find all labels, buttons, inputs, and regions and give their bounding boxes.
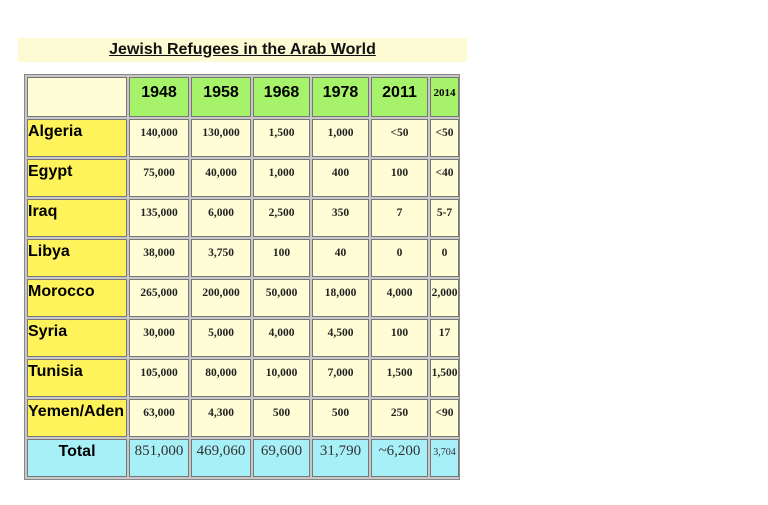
year-header: 1948 bbox=[129, 77, 189, 117]
total-cell: 469,060 bbox=[191, 439, 251, 477]
country-cell: Libya bbox=[27, 239, 127, 277]
value-cell: 2,000 bbox=[430, 279, 459, 317]
total-cell: 3,704 bbox=[430, 439, 459, 477]
value-cell: <50 bbox=[371, 119, 428, 157]
year-header: 2011 bbox=[371, 77, 428, 117]
value-cell: 350 bbox=[312, 199, 369, 237]
value-cell: 30,000 bbox=[129, 319, 189, 357]
value-cell: 40 bbox=[312, 239, 369, 277]
value-cell: 105,000 bbox=[129, 359, 189, 397]
year-header: 1978 bbox=[312, 77, 369, 117]
value-cell: 1,500 bbox=[253, 119, 310, 157]
value-cell: 4,300 bbox=[191, 399, 251, 437]
value-cell: 7,000 bbox=[312, 359, 369, 397]
value-cell: 1,500 bbox=[371, 359, 428, 397]
value-cell: 75,000 bbox=[129, 159, 189, 197]
value-cell: 18,000 bbox=[312, 279, 369, 317]
value-cell: 500 bbox=[253, 399, 310, 437]
value-cell: 6,000 bbox=[191, 199, 251, 237]
value-cell: 4,500 bbox=[312, 319, 369, 357]
country-cell: Syria bbox=[27, 319, 127, 357]
value-cell: 100 bbox=[371, 319, 428, 357]
total-label: Total bbox=[27, 439, 127, 477]
country-cell: Iraq bbox=[27, 199, 127, 237]
value-cell: 100 bbox=[253, 239, 310, 277]
country-cell: Algeria bbox=[27, 119, 127, 157]
value-cell: 1,000 bbox=[312, 119, 369, 157]
value-cell: <50 bbox=[430, 119, 459, 157]
value-cell: 1,500 bbox=[430, 359, 459, 397]
value-cell: 63,000 bbox=[129, 399, 189, 437]
total-cell: 69,600 bbox=[253, 439, 310, 477]
value-cell: 250 bbox=[371, 399, 428, 437]
corner-cell bbox=[27, 77, 127, 117]
title-band: Jewish Refugees in the Arab World bbox=[18, 38, 467, 62]
value-cell: <40 bbox=[430, 159, 459, 197]
value-cell: 38,000 bbox=[129, 239, 189, 277]
value-cell: 0 bbox=[371, 239, 428, 277]
value-cell: 4,000 bbox=[371, 279, 428, 317]
value-cell: 5-7 bbox=[430, 199, 459, 237]
value-cell: <90 bbox=[430, 399, 459, 437]
value-cell: 50,000 bbox=[253, 279, 310, 317]
value-cell: 80,000 bbox=[191, 359, 251, 397]
value-cell: 130,000 bbox=[191, 119, 251, 157]
year-header: 1958 bbox=[191, 77, 251, 117]
value-cell: 5,000 bbox=[191, 319, 251, 357]
total-cell: 851,000 bbox=[129, 439, 189, 477]
country-cell: Morocco bbox=[27, 279, 127, 317]
page-title: Jewish Refugees in the Arab World bbox=[109, 41, 376, 58]
country-cell: Yemen/Aden bbox=[27, 399, 127, 437]
value-cell: 265,000 bbox=[129, 279, 189, 317]
year-header: 1968 bbox=[253, 77, 310, 117]
total-cell: 31,790 bbox=[312, 439, 369, 477]
total-cell: ~6,200 bbox=[371, 439, 428, 477]
value-cell: 500 bbox=[312, 399, 369, 437]
year-header: 2014 bbox=[430, 77, 459, 117]
value-cell: 2,500 bbox=[253, 199, 310, 237]
value-cell: 1,000 bbox=[253, 159, 310, 197]
value-cell: 7 bbox=[371, 199, 428, 237]
value-cell: 17 bbox=[430, 319, 459, 357]
country-cell: Tunisia bbox=[27, 359, 127, 397]
value-cell: 140,000 bbox=[129, 119, 189, 157]
country-cell: Egypt bbox=[27, 159, 127, 197]
value-cell: 400 bbox=[312, 159, 369, 197]
value-cell: 10,000 bbox=[253, 359, 310, 397]
value-cell: 0 bbox=[430, 239, 459, 277]
value-cell: 135,000 bbox=[129, 199, 189, 237]
value-cell: 4,000 bbox=[253, 319, 310, 357]
value-cell: 40,000 bbox=[191, 159, 251, 197]
value-cell: 3,750 bbox=[191, 239, 251, 277]
value-cell: 200,000 bbox=[191, 279, 251, 317]
value-cell: 100 bbox=[371, 159, 428, 197]
refugee-table: 1948 1958 1968 1978 2011 2014 Algeria 140,000 13… bbox=[24, 74, 460, 480]
